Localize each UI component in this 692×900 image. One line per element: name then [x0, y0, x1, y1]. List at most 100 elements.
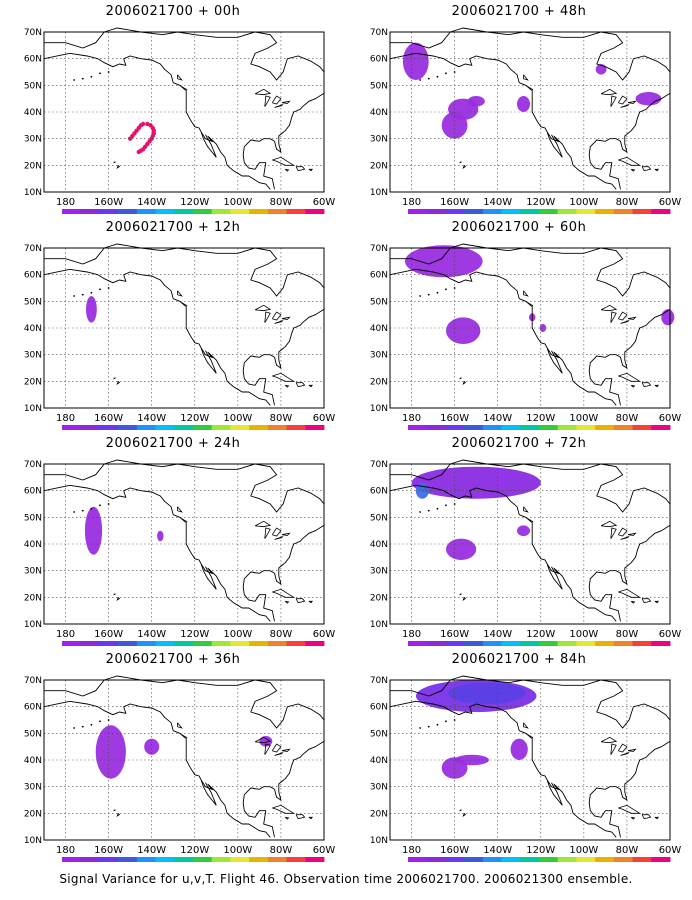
colorbar-swatch: [174, 209, 194, 214]
coastline: [264, 527, 271, 539]
map-plot: 10N 20N 30N 40N 50N 60N 70N 180 160W 140W 120W 100W…: [24, 675, 335, 862]
island: [453, 503, 456, 505]
lon-tick-label: 80W: [270, 629, 293, 640]
coastline: [462, 813, 466, 817]
coastline: [641, 814, 652, 820]
plot-frame: [389, 31, 671, 193]
lon-tick-label: 60W: [659, 845, 682, 856]
lon-tick-label: 180: [56, 413, 75, 424]
colorbar-swatch: [595, 209, 615, 214]
colorbar-swatch: [408, 857, 428, 862]
island: [107, 287, 110, 289]
coastline: [271, 311, 282, 321]
island: [427, 509, 430, 512]
lat-tick-label: 40N: [370, 540, 388, 550]
lat-tick-label: 20N: [24, 377, 42, 387]
colorbar-swatch: [267, 209, 287, 214]
coastline: [654, 600, 660, 604]
coastline: [627, 532, 637, 536]
colorbar-swatch: [539, 857, 559, 862]
lon-tick-label: 80W: [616, 197, 639, 208]
colorbar-swatch: [632, 641, 652, 646]
colorbar-swatch: [136, 857, 156, 862]
lat-tick-label: 30N: [370, 783, 388, 793]
colorbar-swatch: [249, 641, 269, 646]
lon-tick-label: 140W: [137, 845, 166, 856]
colorbar-swatch: [249, 857, 269, 862]
colorbar-swatch: [118, 857, 138, 862]
coastline: [459, 161, 463, 164]
lon-tick-label: 60W: [659, 413, 682, 424]
panel-title: 2006021700 + 48h: [451, 4, 587, 19]
lon-tick-label: 180: [402, 413, 421, 424]
colorbar-swatch: [539, 425, 559, 430]
island: [419, 79, 422, 81]
coastline: [274, 536, 284, 540]
variance-region: [517, 96, 530, 112]
coastline: [281, 748, 291, 752]
lat-tick-label: 50N: [24, 513, 42, 523]
lat-tick-label: 10N: [370, 404, 388, 414]
colorbar-swatch: [445, 641, 465, 646]
lon-tick-label: 100W: [569, 845, 598, 856]
coastline: [254, 736, 272, 744]
coastline: [459, 377, 463, 380]
island: [445, 288, 447, 291]
lat-tick-label: 10N: [370, 620, 388, 630]
coastline: [284, 816, 290, 820]
lat-tick-label: 70N: [24, 460, 42, 470]
lon-tick-label: 160W: [94, 629, 123, 640]
coastline: [389, 243, 671, 406]
colorbar-swatch: [230, 425, 250, 430]
colorbar-swatch: [267, 641, 287, 646]
colorbar-swatch: [632, 857, 652, 862]
lat-tick-label: 60N: [370, 55, 388, 65]
colorbar-swatch: [136, 425, 156, 430]
variance-region: [467, 96, 485, 107]
lon-tick-label: 60W: [659, 629, 682, 640]
coastline: [200, 779, 217, 806]
lat-tick-label: 10N: [24, 404, 42, 414]
colorbar-swatch: [501, 425, 521, 430]
colorbar-swatch: [193, 857, 213, 862]
coastline: [43, 675, 325, 838]
lat-tick-label: 50N: [24, 297, 42, 307]
coastline: [600, 88, 618, 96]
variance-region: [446, 317, 481, 344]
colorbar-swatch: [305, 641, 325, 646]
coastline: [113, 161, 117, 164]
plot-frame: [43, 247, 325, 409]
colorbar-swatch: [174, 641, 194, 646]
coastline: [272, 804, 296, 814]
colorbar-swatch: [632, 425, 652, 430]
lat-tick-label: 40N: [24, 540, 42, 550]
colorbar-swatch: [557, 641, 577, 646]
coastline: [264, 95, 271, 107]
coastline: [527, 302, 534, 307]
coastline: [462, 165, 466, 169]
colorbar-swatch: [286, 425, 306, 430]
lon-tick-label: 180: [402, 629, 421, 640]
coastline: [181, 302, 188, 307]
lon-tick-label: 120W: [180, 629, 209, 640]
coastline: [272, 588, 296, 598]
colorbar-swatch: [249, 209, 269, 214]
colorbar-swatch: [651, 209, 671, 214]
coastline: [627, 316, 637, 320]
lat-tick-label: 60N: [24, 271, 42, 281]
lat-tick-label: 50N: [24, 729, 42, 739]
coastline: [274, 752, 284, 756]
variance-region: [635, 92, 662, 106]
coastline: [654, 816, 660, 820]
colorbar-swatch: [464, 857, 484, 862]
coastline: [523, 74, 529, 81]
lat-tick-label: 30N: [370, 351, 388, 361]
lat-tick-label: 20N: [24, 593, 42, 603]
coastline: [181, 734, 188, 739]
map-panel: 2006021700 + 72h 10N 20N 30N 40N 50N 60N 70N 180…: [346, 432, 692, 648]
lon-tick-label: 180: [56, 197, 75, 208]
lat-tick-label: 30N: [24, 783, 42, 793]
lon-tick-label: 80W: [616, 845, 639, 856]
island: [99, 288, 101, 291]
island: [445, 72, 447, 75]
